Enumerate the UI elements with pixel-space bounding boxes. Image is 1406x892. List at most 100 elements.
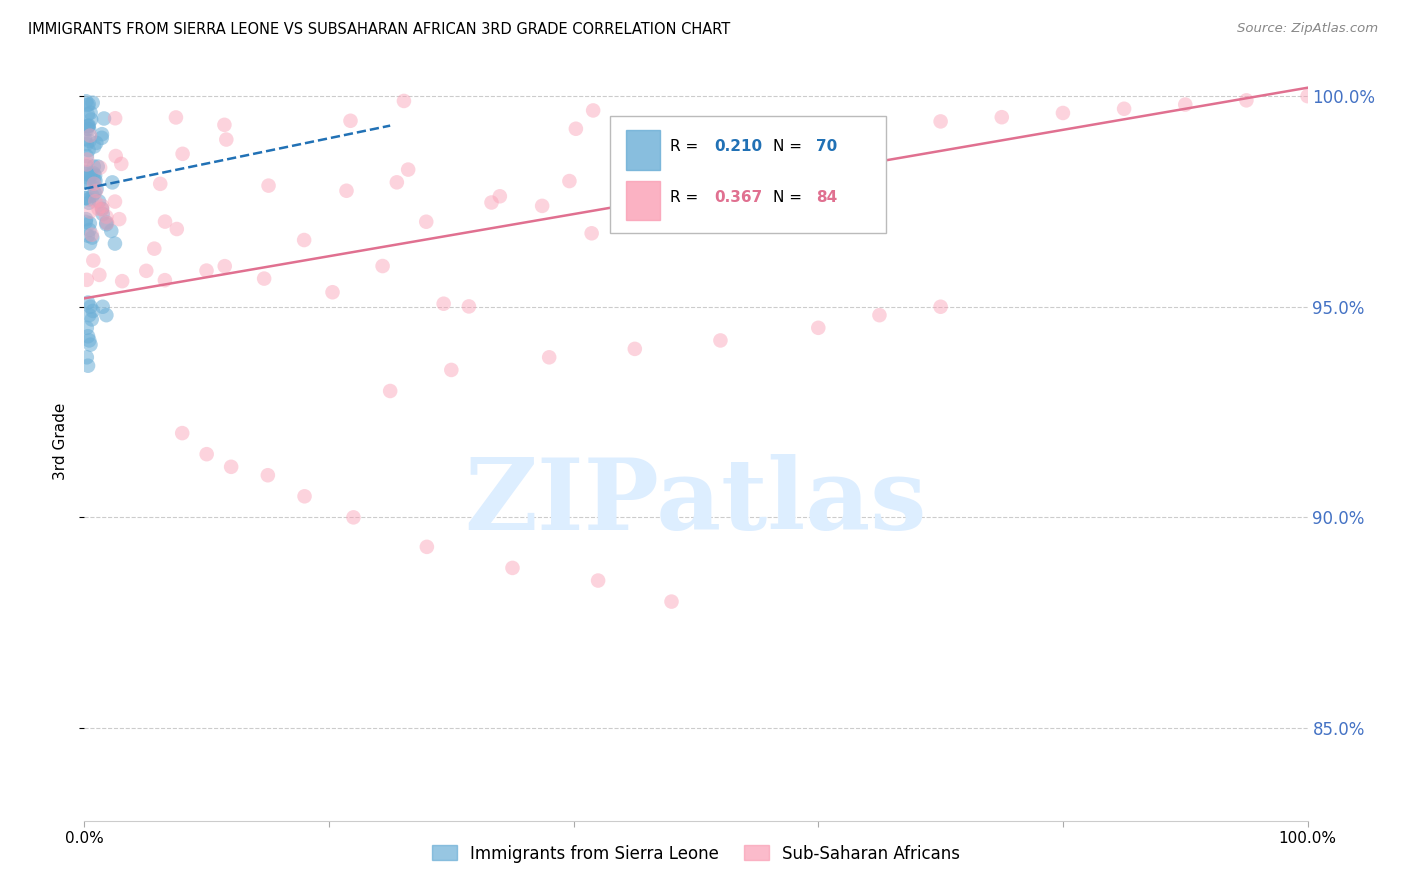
Point xyxy=(89,268,111,282)
Point xyxy=(489,189,512,203)
Text: 0.367: 0.367 xyxy=(714,190,762,205)
Point xyxy=(75,191,97,205)
Point xyxy=(80,227,103,242)
Point xyxy=(75,212,97,227)
Point xyxy=(433,296,456,310)
Point xyxy=(709,334,731,348)
Point xyxy=(807,320,830,334)
Point xyxy=(143,242,166,256)
Point xyxy=(195,263,218,277)
Point xyxy=(82,230,104,244)
Point xyxy=(565,121,588,136)
Text: ZIPatlas: ZIPatlas xyxy=(465,454,927,550)
Point xyxy=(1296,89,1319,103)
Point xyxy=(86,182,108,196)
Point xyxy=(76,98,98,112)
Point xyxy=(77,119,100,133)
Point xyxy=(100,224,122,238)
Point xyxy=(83,173,105,187)
Point xyxy=(101,175,124,189)
Point xyxy=(929,300,952,314)
Point xyxy=(416,540,439,554)
Point xyxy=(73,174,96,188)
Point xyxy=(415,215,437,229)
Point xyxy=(385,175,408,189)
Point xyxy=(96,217,118,231)
Point xyxy=(77,329,100,343)
Point xyxy=(79,223,101,237)
Point xyxy=(79,169,101,183)
Point xyxy=(75,95,97,109)
Point xyxy=(1174,97,1197,112)
Point xyxy=(96,216,118,230)
Point xyxy=(322,285,344,300)
Point xyxy=(83,139,105,153)
Point xyxy=(80,312,103,326)
Point xyxy=(929,114,952,128)
Point xyxy=(77,308,100,322)
Point xyxy=(87,194,110,209)
Point xyxy=(91,202,114,217)
Point xyxy=(582,103,605,118)
Point xyxy=(76,107,98,121)
Point xyxy=(91,127,114,141)
Point xyxy=(96,210,118,224)
Point xyxy=(83,177,105,191)
Point xyxy=(558,174,581,188)
Point xyxy=(165,111,187,125)
Point xyxy=(79,128,101,143)
Point xyxy=(96,215,118,229)
Point xyxy=(104,236,127,251)
Point xyxy=(104,194,127,209)
Point xyxy=(440,363,463,377)
Point xyxy=(172,146,194,161)
Point xyxy=(869,308,891,322)
Point xyxy=(335,184,357,198)
Point xyxy=(214,259,236,273)
Point xyxy=(342,510,364,524)
Point xyxy=(104,112,127,126)
Point xyxy=(76,351,98,365)
Point xyxy=(76,273,98,287)
Point xyxy=(79,134,101,148)
Point xyxy=(531,199,554,213)
Point xyxy=(457,300,479,314)
Point xyxy=(581,227,603,241)
Point xyxy=(380,384,402,398)
Point xyxy=(75,165,97,179)
Point xyxy=(502,561,524,575)
Text: Source: ZipAtlas.com: Source: ZipAtlas.com xyxy=(1237,22,1378,36)
Point xyxy=(76,153,98,167)
Point xyxy=(82,253,104,268)
Point xyxy=(86,160,108,174)
Point xyxy=(90,131,112,145)
Text: R =: R = xyxy=(671,190,703,205)
Point xyxy=(79,236,101,251)
Point xyxy=(82,304,104,318)
Point xyxy=(87,202,110,216)
Point xyxy=(392,94,415,108)
Text: N =: N = xyxy=(773,139,807,154)
Point xyxy=(76,137,98,152)
Point xyxy=(77,195,100,210)
Point xyxy=(79,105,101,120)
Point xyxy=(195,447,218,461)
Point xyxy=(93,112,115,126)
Point xyxy=(257,178,280,193)
Point xyxy=(79,204,101,219)
Text: IMMIGRANTS FROM SIERRA LEONE VS SUBSAHARAN AFRICAN 3RD GRADE CORRELATION CHART: IMMIGRANTS FROM SIERRA LEONE VS SUBSAHAR… xyxy=(28,22,730,37)
Point xyxy=(75,215,97,229)
Point xyxy=(77,119,100,133)
Point xyxy=(77,295,100,310)
Point xyxy=(77,228,100,243)
Point xyxy=(624,342,647,356)
Point xyxy=(77,143,100,157)
FancyBboxPatch shape xyxy=(610,115,886,233)
Text: N =: N = xyxy=(773,190,807,205)
Point xyxy=(661,594,683,608)
Point xyxy=(82,188,104,202)
Point xyxy=(91,207,114,221)
Point xyxy=(135,264,157,278)
Point xyxy=(586,574,609,588)
Point xyxy=(77,334,100,348)
